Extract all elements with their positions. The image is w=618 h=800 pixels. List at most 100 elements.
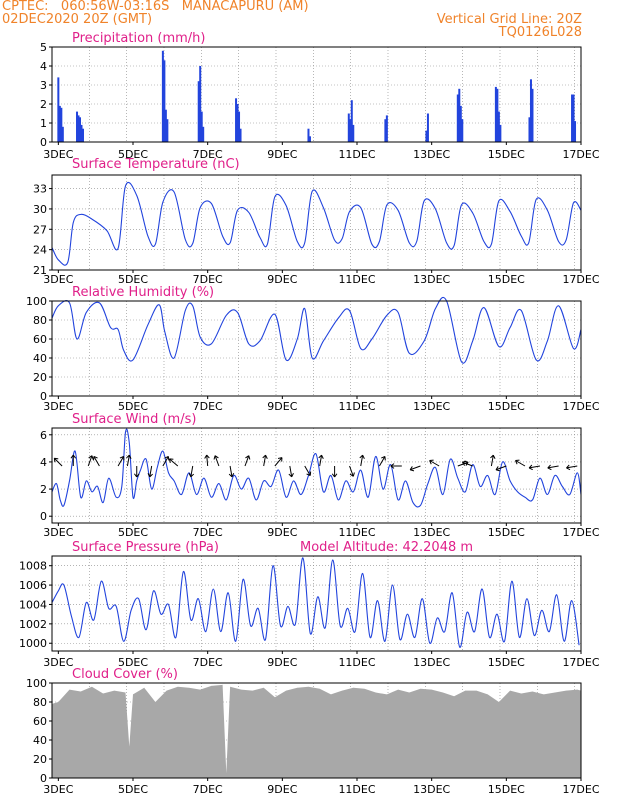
pressure-xtick-label: 9DEC	[267, 656, 297, 669]
temperature-xtick-label: 5DEC	[118, 273, 148, 286]
wind-panel: 0 2 4 6 3DEC 5DEC 7DEC 9DEC 11DEC 13DEC 15DEC 17DEC…	[40, 412, 600, 539]
wind-arrow	[429, 460, 440, 467]
wind-arrow	[169, 458, 179, 467]
precip-bar	[528, 117, 531, 142]
precipitation-xtick-label: 11DEC	[338, 148, 375, 161]
wind-arrow-head	[262, 454, 268, 459]
wind-arrow-head	[213, 455, 219, 460]
wind-ytick-label: 2	[40, 483, 47, 496]
wind-arrow	[319, 455, 323, 467]
wind-arrow-head	[245, 455, 251, 460]
temperature-title: Surface Temperature (nC)	[72, 157, 240, 172]
wind-arrow	[126, 455, 130, 467]
precip-bar	[164, 109, 167, 142]
wind-arrow-head	[204, 454, 210, 459]
temperature-ytick-label: 24	[33, 244, 47, 257]
cloud-cover-title: Cloud Cover (%)	[72, 667, 178, 682]
pressure-ytick-label: 1000	[19, 637, 47, 650]
wind-arrow-head	[547, 464, 552, 471]
precipitation-xtick-label: 9DEC	[267, 148, 297, 161]
pressure-frame	[51, 555, 582, 652]
header-date-line: 02DEC2020 20Z (GMT)	[2, 12, 153, 27]
pressure-title: Surface Pressure (hPa)	[72, 540, 219, 555]
temperature-ytick-label: 30	[33, 203, 47, 216]
wind-arrow	[515, 460, 526, 467]
wind-arrow	[529, 465, 541, 469]
pressure-panel: 1000 1002 1004 1006 1008 3DEC 5DEC 7DEC 9DEC 11DE…	[19, 540, 600, 669]
wind-arrow-head	[306, 471, 312, 476]
humidity-xtick-label: 17DEC	[562, 400, 599, 413]
precip-bar	[163, 60, 166, 142]
wind-arrow-head	[168, 458, 174, 463]
wind-arrow	[93, 456, 100, 467]
wind-arrow	[409, 465, 421, 471]
wind-arrow	[289, 465, 293, 477]
precip-bar	[57, 77, 60, 142]
precipitation-xtick-label: 17DEC	[562, 148, 599, 161]
temperature-ytick-label: 27	[33, 223, 47, 236]
wind-arrow	[87, 455, 93, 467]
temperature-frame	[51, 174, 582, 271]
precip-bar	[458, 88, 461, 142]
pressure-xtick-label: 15DEC	[488, 656, 525, 669]
precipitation-ytick-label: 0	[40, 136, 47, 149]
humidity-xtick-label: 13DEC	[413, 400, 450, 413]
precip-bar	[200, 111, 203, 142]
wind-arrow-head	[133, 473, 140, 478]
wind-arrow-head	[515, 459, 520, 465]
header-model-id: TQ0126L028	[498, 25, 582, 40]
precip-bar	[199, 66, 202, 142]
model-altitude-note: Model Altitude: 42.2048 m	[300, 540, 473, 555]
wind-xtick-label: 17DEC	[562, 526, 599, 539]
precipitation-xtick-label: 13DEC	[413, 148, 450, 161]
precip-bar	[574, 121, 577, 142]
cloud-cover-ytick-label: 100	[26, 677, 47, 690]
wind-arrow	[274, 457, 283, 467]
precip-bar	[166, 119, 169, 142]
precipitation-ytick-label: 5	[40, 41, 47, 54]
wind-arrow	[349, 465, 354, 477]
pressure-xtick-label: 13DEC	[413, 656, 450, 669]
wind-arrow	[566, 465, 578, 469]
precip-bar	[425, 130, 428, 142]
cloud-cover-frame	[51, 682, 582, 779]
wind-ytick-label: 0	[40, 510, 47, 523]
wind-arrow	[495, 465, 507, 471]
wind-line	[51, 428, 582, 508]
precipitation-ytick-label: 1	[40, 117, 47, 130]
humidity-ytick-label: 0	[40, 390, 47, 403]
wind-arrow	[378, 456, 386, 467]
wind-arrow	[162, 456, 169, 467]
cloud-cover-ytick-label: 60	[33, 715, 47, 728]
temperature-xtick-label: 3DEC	[43, 273, 73, 286]
precip-bar	[456, 94, 459, 142]
pressure-ytick-label: 1008	[19, 560, 47, 573]
precipitation-ytick-label: 2	[40, 98, 47, 111]
wind-arrow-head	[331, 473, 338, 478]
temperature-xtick-label: 9DEC	[267, 273, 297, 286]
header-station-line: CPTEC: 060:56W-03:16S MANACAPURU (AM)	[2, 0, 309, 14]
wind-arrow-head	[566, 464, 571, 471]
precipitation-ytick-label: 4	[40, 60, 47, 73]
pressure-ytick-label: 1004	[19, 598, 47, 611]
wind-arrow	[490, 455, 494, 467]
precip-bar	[78, 117, 81, 142]
wind-arrow-head	[53, 457, 59, 463]
precip-bar	[572, 94, 575, 142]
precip-bar	[235, 98, 238, 142]
cloud-cover-area	[52, 684, 581, 778]
cloud-cover-xtick-label: 3DEC	[43, 783, 73, 796]
precip-bar	[81, 128, 84, 142]
precip-bar	[347, 113, 350, 142]
precip-bar	[385, 115, 388, 142]
precip-bar	[494, 86, 497, 142]
wind-arrow-head	[390, 463, 395, 469]
precip-bar	[571, 94, 574, 142]
precip-bar	[529, 79, 532, 142]
temperature-xtick-label: 13DEC	[413, 273, 450, 286]
wind-xtick-label: 3DEC	[43, 526, 73, 539]
wind-arrow	[462, 461, 473, 467]
wind-arrow-head	[92, 456, 98, 461]
precipitation-xtick-label: 15DEC	[488, 148, 525, 161]
